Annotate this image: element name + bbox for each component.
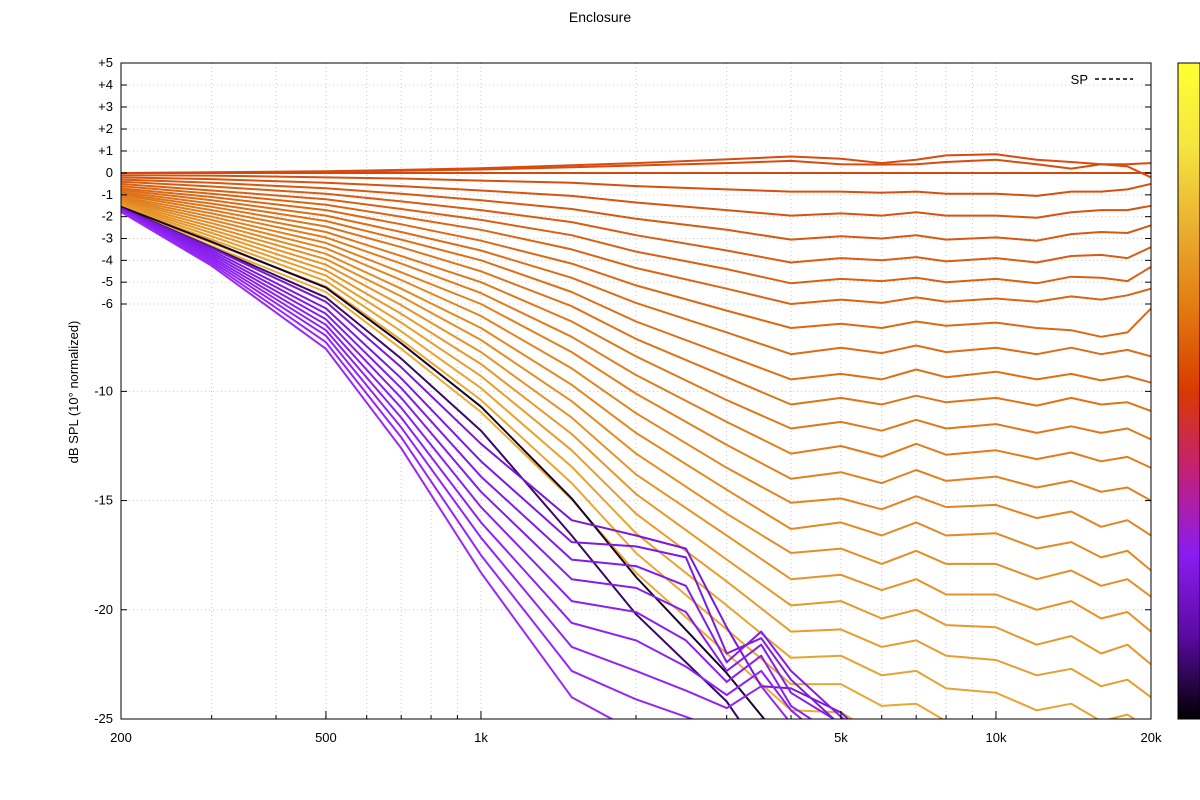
x-tick-label: 1k [474,730,488,745]
series-line-0 [121,153,1151,174]
y-tick-label: -20 [94,602,113,617]
x-tick-label: 10k [985,730,1006,745]
y-tick-label: +5 [98,55,113,70]
y-tick-label: -5 [101,274,113,289]
series-line-22 [121,205,1137,719]
series-line-17 [121,199,1151,572]
series-line-33 [121,210,789,719]
x-tick-label: 200 [110,730,132,745]
y-axis-label: dB SPL (10° normalized) [66,321,81,464]
series-line-18 [121,201,1151,598]
y-axis-ticks: +5 +4 +3 +2 +1 0 -1 -2 -3 -4 -5 -6 -10 -15 -20 -25 [94,55,1151,726]
series-line-16 [121,198,1151,537]
series-line-1 [121,158,1151,179]
series-line-10 [121,189,1151,358]
series-group [121,153,1151,719]
series-line-12 [121,192,1151,412]
series-line-32 [121,209,804,719]
y-tick-label: 0 [106,165,113,180]
series-line-23 [121,206,945,719]
legend-label-sp: SP [1071,72,1088,87]
series-line-8 [121,185,1151,305]
colorbar [1177,62,1200,720]
series-line-25 [121,205,766,719]
x-tick-label: 500 [315,730,337,745]
series-line-21 [121,204,1151,699]
series-line-3 [121,174,1151,197]
series-line-20 [121,203,1151,666]
series-line-34 [121,210,763,719]
x-axis-ticks: 200 500 1k 5k 10k 20k [110,711,1162,745]
legend: SP [1071,72,1133,87]
series-line-4 [121,176,1151,219]
y-tick-label: +2 [98,121,113,136]
y-tick-label: -2 [101,209,113,224]
series-line-6 [121,180,1151,264]
x-tick-label: 20k [1141,730,1162,745]
y-tick-label: +1 [98,143,113,158]
series-line-14 [121,195,1151,469]
series-line-19 [121,202,1151,633]
series-line-31 [121,209,813,719]
y-tick-label: -25 [94,711,113,726]
y-tick-label: -10 [94,383,113,398]
series-line-35 [121,210,614,719]
series-line-13 [121,193,1151,441]
chart-title: Enclosure [569,9,631,25]
series-line-7 [121,182,1151,285]
y-tick-label: +4 [98,77,113,92]
grid-lines [121,63,1151,719]
y-tick-label: -1 [101,187,113,202]
y-tick-label: -6 [101,296,113,311]
y-tick-label: -3 [101,231,113,246]
series-line-5 [121,178,1151,242]
y-tick-label: +3 [98,99,113,114]
series-line-30 [121,208,836,719]
x-tick-label: 5k [834,730,848,745]
series-line-11 [121,190,1151,384]
y-tick-label: -4 [101,252,113,267]
series-line-15 [121,197,1151,502]
y-tick-label: -15 [94,493,113,508]
series-line-29 [121,208,846,719]
series-line-9 [121,187,1151,338]
